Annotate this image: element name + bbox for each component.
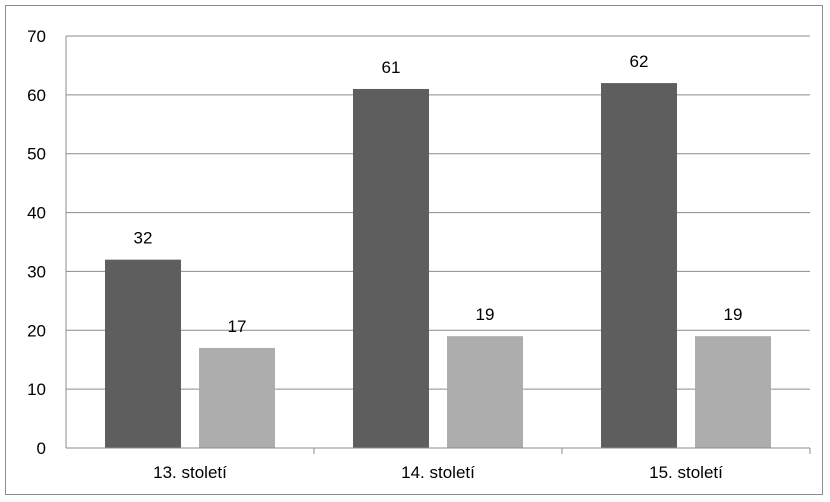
data-labels: 32 17 61 19 62 19 xyxy=(134,52,743,336)
y-tick-label: 30 xyxy=(27,262,46,281)
bars xyxy=(105,83,771,448)
y-tick-label: 0 xyxy=(37,439,46,458)
y-tick-label: 10 xyxy=(27,380,46,399)
y-tick-label: 70 xyxy=(27,27,46,46)
y-tick-label: 20 xyxy=(27,321,46,340)
data-label: 19 xyxy=(724,305,743,324)
y-tick-label: 40 xyxy=(27,204,46,223)
x-tick-label: 14. století xyxy=(401,463,475,482)
y-axis: 0 10 20 30 40 50 60 70 xyxy=(27,27,67,458)
x-tick-label: 15. století xyxy=(649,463,723,482)
bar xyxy=(105,259,181,448)
x-axis: 13. století 14. století 15. století xyxy=(66,447,811,482)
data-label: 17 xyxy=(228,317,247,336)
bar xyxy=(353,88,429,448)
data-label: 62 xyxy=(630,52,649,71)
bar xyxy=(199,347,275,448)
y-tick-label: 50 xyxy=(27,145,46,164)
gridlines xyxy=(66,35,810,390)
y-tick-label: 60 xyxy=(27,86,46,105)
x-tick-label: 13. století xyxy=(153,463,227,482)
data-label: 19 xyxy=(476,305,495,324)
bar xyxy=(447,336,523,448)
data-label: 32 xyxy=(134,229,153,248)
data-label: 61 xyxy=(382,58,401,77)
bar xyxy=(695,336,771,448)
bar xyxy=(601,83,677,448)
